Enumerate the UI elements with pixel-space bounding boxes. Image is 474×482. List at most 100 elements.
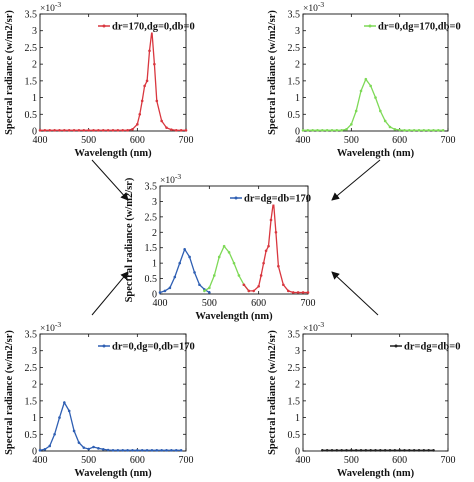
- data-point: [174, 129, 178, 132]
- data-point: [116, 129, 120, 132]
- data-point: [427, 449, 430, 452]
- y-tick-label: 3: [152, 197, 157, 208]
- arrow: [331, 159, 381, 201]
- data-point: [160, 119, 163, 123]
- y-tick-label: 2.5: [145, 212, 158, 223]
- data-point: [393, 128, 397, 131]
- data-point: [163, 289, 167, 293]
- series-line: [159, 247, 210, 294]
- data-point: [138, 112, 142, 116]
- data-point: [398, 128, 401, 132]
- data-point: [198, 283, 201, 287]
- data-point: [193, 271, 196, 274]
- legend-marker: [102, 344, 106, 348]
- series-line: [39, 400, 182, 451]
- data-point: [262, 261, 265, 265]
- y-tick-label: 0: [152, 290, 157, 301]
- data-point: [148, 49, 151, 53]
- data-point: [170, 128, 173, 131]
- legend-box: [95, 19, 185, 33]
- data-point: [153, 62, 156, 66]
- x-tick-label: 400: [296, 455, 311, 466]
- data-point: [82, 446, 86, 449]
- data-point: [184, 129, 188, 132]
- y-tick-label: 1.5: [25, 76, 38, 87]
- data-point: [350, 123, 353, 126]
- data-point: [340, 449, 343, 452]
- plot-5: 400 500 600 700 0 0.5 1 1.5 2 2.5 3 3.5×10-3 Wavelen…: [267, 320, 460, 479]
- data-point: [379, 109, 382, 113]
- data-point: [403, 129, 406, 132]
- y-tick-label: 0.5: [25, 110, 38, 121]
- data-point: [121, 129, 125, 132]
- data-point: [111, 449, 115, 452]
- data-point: [173, 275, 177, 279]
- data-point: [136, 449, 139, 452]
- x-axis-label: Wavelength (nm): [195, 311, 273, 322]
- plot-2: 400 500 600 700 0 0.5 1 1.5 2 2.5 3 3.5×10-3 Wavelen…: [267, 0, 461, 159]
- data-point: [101, 129, 105, 132]
- data-point: [101, 448, 105, 451]
- data-point: [364, 77, 368, 81]
- x-tick-label: 500: [81, 455, 96, 466]
- data-point: [321, 449, 324, 452]
- y-tick-label: 3.5: [25, 10, 38, 21]
- x-tick-label: 500: [81, 135, 96, 146]
- data-point: [63, 129, 66, 132]
- y-tick-label: 3.5: [288, 10, 301, 21]
- data-point: [67, 129, 71, 132]
- data-point: [43, 448, 47, 451]
- data-point: [72, 429, 76, 433]
- data-point: [48, 444, 52, 448]
- data-point: [374, 449, 377, 452]
- y-exponent-power: -3: [55, 0, 61, 9]
- data-point: [286, 289, 290, 293]
- y-exponent-label: ×10-3: [40, 0, 61, 14]
- y-tick-label: 2: [152, 228, 157, 239]
- data-point: [58, 416, 61, 419]
- data-point: [393, 449, 397, 452]
- data-point: [345, 128, 348, 131]
- data-point: [92, 445, 95, 449]
- data-point: [412, 129, 416, 132]
- y-tick-label: 1.5: [288, 76, 301, 87]
- y-tick-label: 0: [295, 127, 300, 138]
- data-point: [140, 99, 144, 103]
- y-tick-label: 1: [295, 413, 300, 424]
- data-point: [350, 449, 353, 452]
- data-point: [155, 99, 159, 103]
- data-point: [145, 79, 149, 83]
- data-point: [170, 449, 173, 452]
- data-point: [140, 449, 144, 452]
- data-point: [340, 129, 343, 132]
- legend-label: dr=dg=db=170: [244, 194, 311, 205]
- arrow: [91, 271, 129, 316]
- data-point: [97, 447, 100, 450]
- data-point: [217, 255, 221, 259]
- y-tick-label: 2: [295, 380, 300, 391]
- data-point: [311, 129, 314, 132]
- x-tick-label: 600: [251, 298, 266, 309]
- data-point: [106, 448, 110, 452]
- data-point: [335, 129, 339, 132]
- data-point: [422, 129, 426, 132]
- plot-1: 400 500 600 700 0 0.5 1 1.5 2 2.5 3 3.5×10-3 Wavelen…: [4, 0, 195, 159]
- data-point: [203, 289, 206, 293]
- y-exponent-power: -3: [318, 320, 324, 329]
- data-point: [183, 247, 186, 251]
- x-tick-label: 700: [441, 135, 456, 146]
- y-axis-label: Spectral radiance (w/m2/sr): [124, 177, 135, 302]
- data-point: [354, 109, 358, 113]
- data-point: [150, 449, 154, 452]
- axes-frame: [302, 13, 449, 132]
- data-point: [301, 129, 305, 132]
- data-point: [252, 289, 256, 293]
- y-tick-label: 3: [295, 346, 300, 357]
- x-tick-label: 700: [179, 135, 194, 146]
- x-tick-label: 600: [130, 455, 145, 466]
- y-tick-label: 0.5: [145, 274, 158, 285]
- data-point: [131, 128, 134, 131]
- data-point: [208, 286, 211, 290]
- data-point: [106, 129, 110, 132]
- data-point: [321, 129, 324, 132]
